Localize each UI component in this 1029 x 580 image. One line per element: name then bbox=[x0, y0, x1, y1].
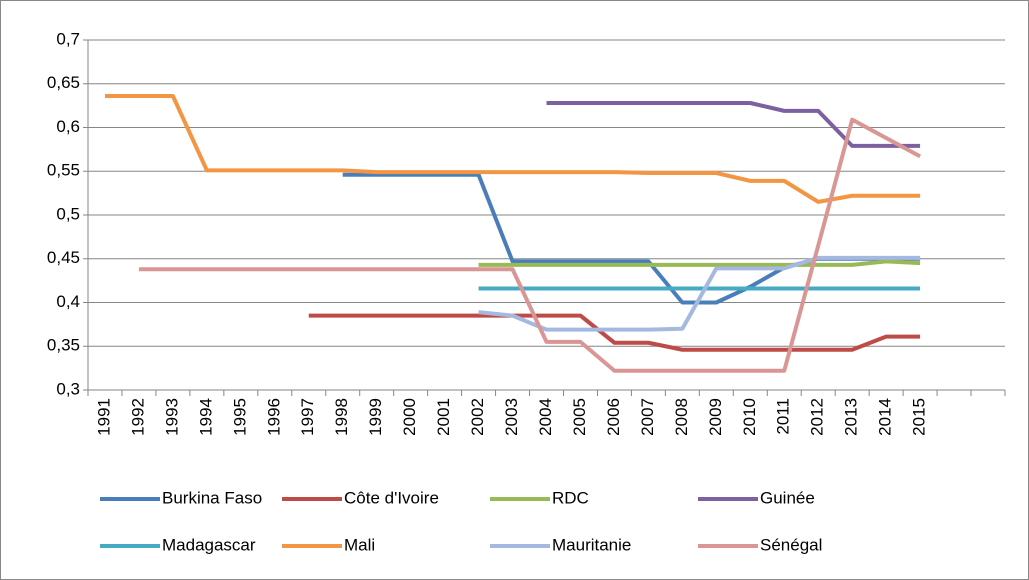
y-tick-label: 0,6 bbox=[56, 117, 80, 136]
x-tick-label: 2004 bbox=[536, 398, 555, 436]
line-series bbox=[478, 259, 921, 267]
y-tick-label: 0,55 bbox=[47, 161, 80, 180]
x-tick-label: 2003 bbox=[502, 398, 521, 436]
y-tick-label: 0,45 bbox=[47, 248, 80, 267]
x-tick-label: 1998 bbox=[332, 398, 351, 436]
x-tick-label: 1994 bbox=[196, 398, 215, 436]
x-tick-label: 2013 bbox=[842, 398, 861, 436]
x-tick-label: 1991 bbox=[94, 398, 113, 436]
x-tick-label: 2015 bbox=[910, 398, 929, 436]
line-series bbox=[308, 313, 921, 352]
line-series bbox=[104, 94, 921, 204]
y-tick-label: 0,35 bbox=[47, 336, 80, 355]
y-tick-label: 0,65 bbox=[47, 73, 80, 92]
x-tick-label: 2009 bbox=[706, 398, 725, 436]
legend-label: RDC bbox=[552, 488, 589, 507]
x-tick-label: 2007 bbox=[638, 398, 657, 436]
legend-label: Guinée bbox=[760, 488, 815, 507]
legend-label: Mauritanie bbox=[552, 535, 631, 554]
x-tick-label: 2012 bbox=[808, 398, 827, 436]
x-tick-label: 1996 bbox=[264, 398, 283, 436]
x-tick-label: 2011 bbox=[774, 398, 793, 435]
legend-label: Burkina Faso bbox=[162, 488, 262, 507]
y-tick-label: 0,4 bbox=[56, 292, 80, 311]
legend-label: Mali bbox=[344, 535, 375, 554]
x-tick-label: 2005 bbox=[570, 398, 589, 436]
legend-label: Madagascar bbox=[162, 535, 256, 554]
y-tick-label: 0,7 bbox=[56, 29, 80, 48]
line-series bbox=[546, 101, 921, 148]
x-tick-label: 2006 bbox=[604, 398, 623, 436]
y-tick-label: 0,5 bbox=[56, 204, 80, 223]
line-series bbox=[478, 255, 921, 332]
x-tick-label: 1999 bbox=[366, 398, 385, 436]
x-tick-label: 2008 bbox=[672, 398, 691, 436]
x-tick-label: 2014 bbox=[876, 398, 895, 436]
x-tick-label: 1997 bbox=[298, 398, 317, 436]
x-tick-label: 2001 bbox=[434, 398, 453, 436]
legend-label: Sénégal bbox=[760, 535, 822, 554]
x-tick-label: 1992 bbox=[128, 398, 147, 436]
legend-label: Côte d'Ivoire bbox=[344, 488, 439, 507]
x-tick-label: 1995 bbox=[230, 398, 249, 436]
x-tick-label: 2002 bbox=[468, 398, 487, 436]
line-series bbox=[138, 117, 922, 373]
x-tick-label: 2000 bbox=[400, 398, 419, 436]
x-tick-label: 1993 bbox=[162, 398, 181, 436]
y-tick-label: 0,3 bbox=[56, 379, 80, 398]
x-tick-label: 2010 bbox=[740, 398, 759, 436]
